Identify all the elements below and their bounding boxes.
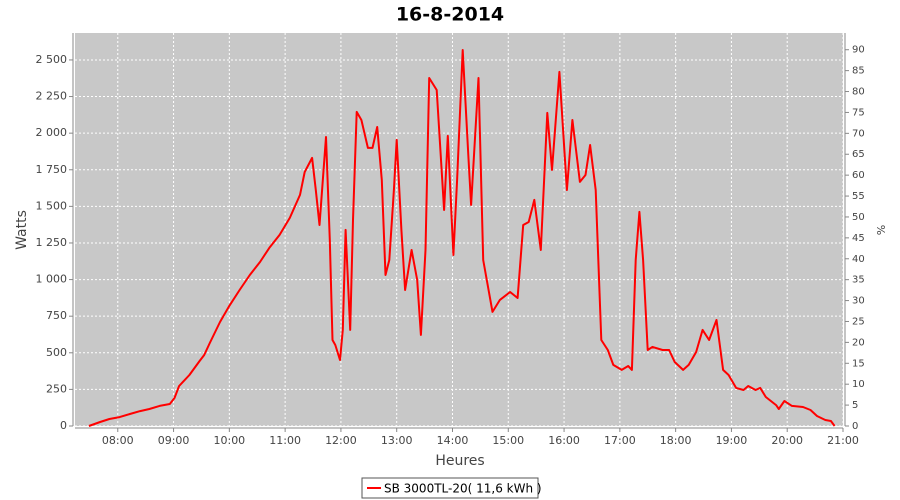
y-tick-label: 0 xyxy=(60,419,67,432)
y2-tick-label: 45 xyxy=(852,233,865,244)
chart-title: 16-8-2014 xyxy=(396,4,504,26)
x-tick-label: 19:00 xyxy=(716,434,748,447)
y2-tick-label: 5 xyxy=(852,400,858,411)
x-tick-label: 20:00 xyxy=(771,434,803,447)
x-tick-label: 11:00 xyxy=(269,434,301,447)
x-tick-label: 16:00 xyxy=(548,434,580,447)
legend-label: SB 3000TL-20( 11,6 kWh ) xyxy=(384,482,542,496)
y2-tick-label: 90 xyxy=(852,45,865,56)
y2-tick-label: 70 xyxy=(852,128,865,139)
y2-tick-label: 20 xyxy=(852,337,865,348)
x-tick-label: 12:00 xyxy=(325,434,357,447)
y-tick-label: 500 xyxy=(46,346,67,359)
plot-area xyxy=(75,33,843,426)
y-tick-label: 750 xyxy=(46,309,67,322)
y-tick-label: 2 250 xyxy=(36,90,68,103)
y2-tick-label: 40 xyxy=(852,254,865,265)
x-tick-label: 08:00 xyxy=(102,434,134,447)
y2-axis-label: % xyxy=(874,225,887,235)
x-tick-label: 10:00 xyxy=(213,434,245,447)
x-tick-label: 14:00 xyxy=(437,434,469,447)
x-tick-label: 21:00 xyxy=(827,434,859,447)
y2-tick-label: 80 xyxy=(852,87,865,98)
y2-tick-label: 10 xyxy=(852,379,865,390)
y2-tick-label: 0 xyxy=(852,421,858,432)
y2-tick-label: 50 xyxy=(852,212,865,223)
y-axis-label: Watts xyxy=(14,210,30,250)
x-tick-label: 15:00 xyxy=(492,434,524,447)
y2-tick-label: 85 xyxy=(852,66,865,77)
x-tick-label: 18:00 xyxy=(660,434,692,447)
y-tick-label: 250 xyxy=(46,382,67,395)
legend-box xyxy=(361,477,539,499)
x-tick-label: 13:00 xyxy=(381,434,413,447)
y-tick-label: 1 500 xyxy=(36,199,68,212)
y2-tick-label: 30 xyxy=(852,296,865,307)
y2-tick-label: 15 xyxy=(852,358,865,369)
y2-tick-label: 60 xyxy=(852,170,865,181)
y2-tick-label: 55 xyxy=(852,191,865,202)
y-tick-label: 1 000 xyxy=(36,273,68,286)
x-axis-label: Heures xyxy=(435,453,484,469)
series-line xyxy=(88,49,836,427)
y2-tick-label: 25 xyxy=(852,316,865,327)
y-tick-label: 1 750 xyxy=(36,163,68,176)
y-tick-label: 1 250 xyxy=(36,236,68,249)
y2-tick-label: 75 xyxy=(852,107,865,118)
y2-tick-label: 65 xyxy=(852,149,865,160)
x-tick-label: 09:00 xyxy=(158,434,190,447)
y2-tick-label: 35 xyxy=(852,275,865,286)
y-tick-label: 2 000 xyxy=(36,126,68,139)
x-tick-label: 17:00 xyxy=(604,434,636,447)
y-tick-label: 2 500 xyxy=(36,53,68,66)
